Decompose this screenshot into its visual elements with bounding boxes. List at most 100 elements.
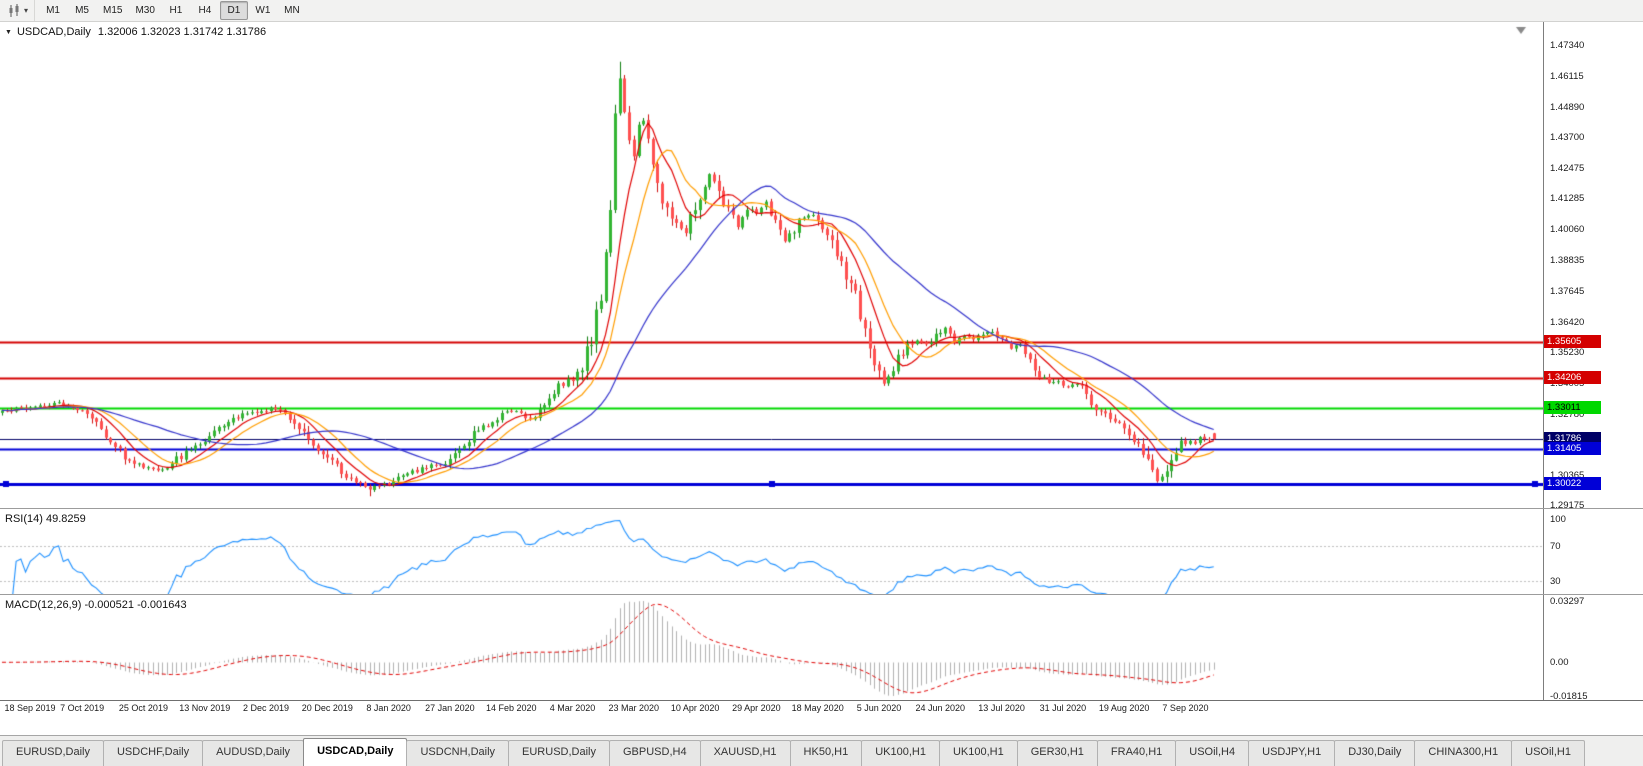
macd-panel: MACD(12,26,9) -0.000521 -0.001643 0.0329… (0, 595, 1643, 700)
price-axis-label: 1.35230 (1550, 346, 1585, 358)
chart-area: ▼ USDCAD,Daily 1.32006 1.32023 1.31742 1… (0, 22, 1643, 717)
date-axis-label: 7 Oct 2019 (60, 703, 105, 713)
hline-price-tag: 1.30022 (1544, 477, 1601, 490)
date-axis-label: 10 Apr 2020 (670, 703, 720, 713)
hline-price-tag: 1.31786 (1544, 432, 1601, 445)
date-axis-label: 31 Jul 2020 (1039, 703, 1087, 713)
date-axis-label: 23 Mar 2020 (608, 703, 660, 713)
price-axis-label: 1.47340 (1550, 40, 1585, 51)
price-axis-label: 1.44890 (1550, 102, 1585, 114)
title-collapse-icon[interactable]: ▼ (5, 28, 12, 36)
date-axis: 18 Sep 2019 7 Oct 2019 25 Oct 2019 13 Nov 2… (0, 701, 1643, 717)
price-axis-label: 1.36420 (1550, 316, 1585, 328)
rsi-axis-label: 100 (1550, 514, 1566, 525)
chart-tab-xauusd-h1[interactable]: XAUUSD,H1 (699, 740, 791, 766)
rsi-axis-label: 30 (1550, 576, 1561, 588)
price-axis-label: 1.40060 (1550, 224, 1585, 236)
macd-axis-label: 0.03297 (1550, 596, 1585, 607)
date-axis-label: 7 Sep 2020 (1162, 703, 1209, 713)
chart-tab-bar: EURUSD,Daily USDCHF,Daily AUDUSD,Daily USDC… (0, 735, 1643, 766)
date-axis-label: 24 Jun 2020 (915, 703, 966, 713)
timeframe-button-d1[interactable]: D1 (219, 1, 248, 20)
chart-type-dropdown-icon[interactable]: ▾ (24, 6, 29, 15)
price-axis-label: 1.29175 (1550, 500, 1585, 508)
panel-separator[interactable] (0, 594, 1643, 595)
chart-tab-usdcnh-daily[interactable]: USDCNH,Daily (406, 740, 510, 766)
date-axis-label: 13 Jul 2020 (978, 703, 1025, 713)
macd-label: MACD(12,26,9) -0.000521 -0.001643 (5, 599, 187, 611)
date-axis-label: 8 Jan 2020 (366, 703, 411, 713)
date-axis-label: 27 Jan 2020 (425, 703, 475, 713)
panel-separator[interactable] (0, 508, 1643, 509)
hline-price-tag: 1.34206 (1544, 371, 1601, 384)
hline-price-tag: 1.35605 (1544, 335, 1601, 348)
rsi-label: RSI(14) 49.8259 (5, 513, 86, 525)
chart-tab-uk100-h1[interactable]: UK100,H1 (861, 740, 940, 766)
timeframe-button-m15[interactable]: M15 (103, 5, 123, 16)
price-axis-label: 1.37645 (1550, 285, 1585, 297)
chart-tab-usdchf-daily[interactable]: USDCHF,Daily (102, 740, 204, 766)
chart-tab-usdjpy-h1[interactable]: USDJPY,H1 (1248, 740, 1336, 766)
date-axis-label: 14 Feb 2020 (485, 703, 537, 713)
chart-tab-usoil-h1[interactable]: USOil,H1 (1511, 740, 1585, 766)
price-axis-label: 1.30365 (1550, 469, 1585, 481)
chart-tab-china300-h1[interactable]: CHINA300,H1 (1414, 740, 1513, 766)
date-axis-label: 2 Dec 2019 (243, 703, 290, 713)
chart-title-ohlc: 1.32006 1.32023 1.31742 1.31786 (97, 26, 267, 38)
date-axis-label: 18 Sep 2019 (4, 703, 56, 713)
date-axis-label: 4 Mar 2020 (549, 703, 596, 713)
timeframe-button-mn[interactable]: MN (284, 5, 300, 16)
price-axis-label: 1.42475 (1550, 163, 1585, 175)
macd-axis-label: 0.00 (1550, 657, 1569, 669)
chart-title: ▼ USDCAD,Daily 1.32006 1.32023 1.31742 1… (5, 26, 266, 38)
timeframe-buttons: M1 M5 M15 M30 H1 H4 D1 W1 MN (39, 1, 306, 20)
timeframe-button-m30[interactable]: M30 (135, 5, 155, 16)
price-axis: 1.47340 1.46115 1.44890 1.43700 1.42475 1.412… (1543, 22, 1643, 508)
price-axis-label: 1.43700 (1550, 132, 1585, 144)
price-axis-label: 1.46115 (1550, 71, 1584, 83)
rsi-panel: RSI(14) 49.8259 100 70 30 (0, 509, 1643, 594)
date-axis-label: 29 Apr 2020 (732, 703, 781, 713)
chart-tab-hk50-h1[interactable]: HK50,H1 (789, 740, 863, 766)
candlestick-chart-icon[interactable] (6, 3, 24, 19)
chart-tab-audusd-daily[interactable]: AUDUSD,Daily (202, 740, 305, 766)
date-axis-label: 25 Oct 2019 (118, 703, 168, 713)
date-axis-label: 13 Nov 2019 (179, 703, 231, 713)
rsi-axis-label: 70 (1550, 540, 1561, 552)
price-axis-label: 1.32780 (1550, 408, 1585, 420)
chart-tab-dj30-daily[interactable]: DJ30,Daily (1334, 740, 1416, 766)
price-axis-label: 1.41285 (1550, 193, 1585, 205)
rsi-canvas[interactable] (0, 509, 1543, 594)
chart-title-symbol: USDCAD,Daily (16, 26, 91, 38)
timeframe-toolbar: ▾ M1 M5 M15 M30 H1 H4 D1 W1 MN (0, 0, 1643, 22)
timeframe-button-m5[interactable]: M5 (75, 5, 89, 16)
main-chart-canvas[interactable] (0, 22, 1543, 508)
chart-tab-usdcad-daily[interactable]: USDCAD,Daily (303, 738, 408, 766)
date-axis-label: 20 Dec 2019 (301, 703, 353, 713)
time-axis-separator (0, 700, 1643, 701)
hline-price-tag: 1.33011 (1544, 401, 1601, 414)
timeframe-button-w1[interactable]: W1 (255, 5, 271, 16)
date-axis-label: 18 May 2020 (791, 703, 844, 713)
rsi-axis: 100 70 30 (1543, 509, 1643, 594)
date-axis-label: 19 Aug 2020 (1098, 703, 1150, 713)
timeframe-button-h4[interactable]: H4 (198, 5, 212, 16)
chart-tab-eurusd-daily[interactable]: EURUSD,Daily (2, 740, 104, 766)
chart-type-group: ▾ (4, 0, 36, 21)
chart-tab-ger30-h1[interactable]: GER30,H1 (1016, 740, 1098, 766)
date-axis-label: 5 Jun 2020 (856, 703, 902, 713)
chart-tab-fra40-h1[interactable]: FRA40,H1 (1096, 740, 1177, 766)
chart-tab-uk100-h1[interactable]: UK100,H1 (938, 740, 1018, 766)
macd-canvas[interactable] (0, 595, 1543, 700)
macd-axis: 0.03297 0.00 -0.01815 (1543, 595, 1643, 700)
chart-tab-eurusd-daily[interactable]: EURUSD,Daily (508, 740, 610, 766)
chart-tab-usoil-h4[interactable]: USOil,H4 (1175, 740, 1250, 766)
timeframe-button-h1[interactable]: H1 (169, 5, 183, 16)
hline-price-tag: 1.31405 (1544, 442, 1601, 455)
chart-tab-gbpusd-h4[interactable]: GBPUSD,H4 (609, 740, 701, 766)
price-axis-label: 1.38835 (1550, 255, 1585, 267)
main-price-panel: ▼ USDCAD,Daily 1.32006 1.32023 1.31742 1… (0, 22, 1643, 508)
macd-axis-label: -0.01815 (1550, 691, 1588, 700)
timeframe-button-m1[interactable]: M1 (46, 5, 60, 16)
